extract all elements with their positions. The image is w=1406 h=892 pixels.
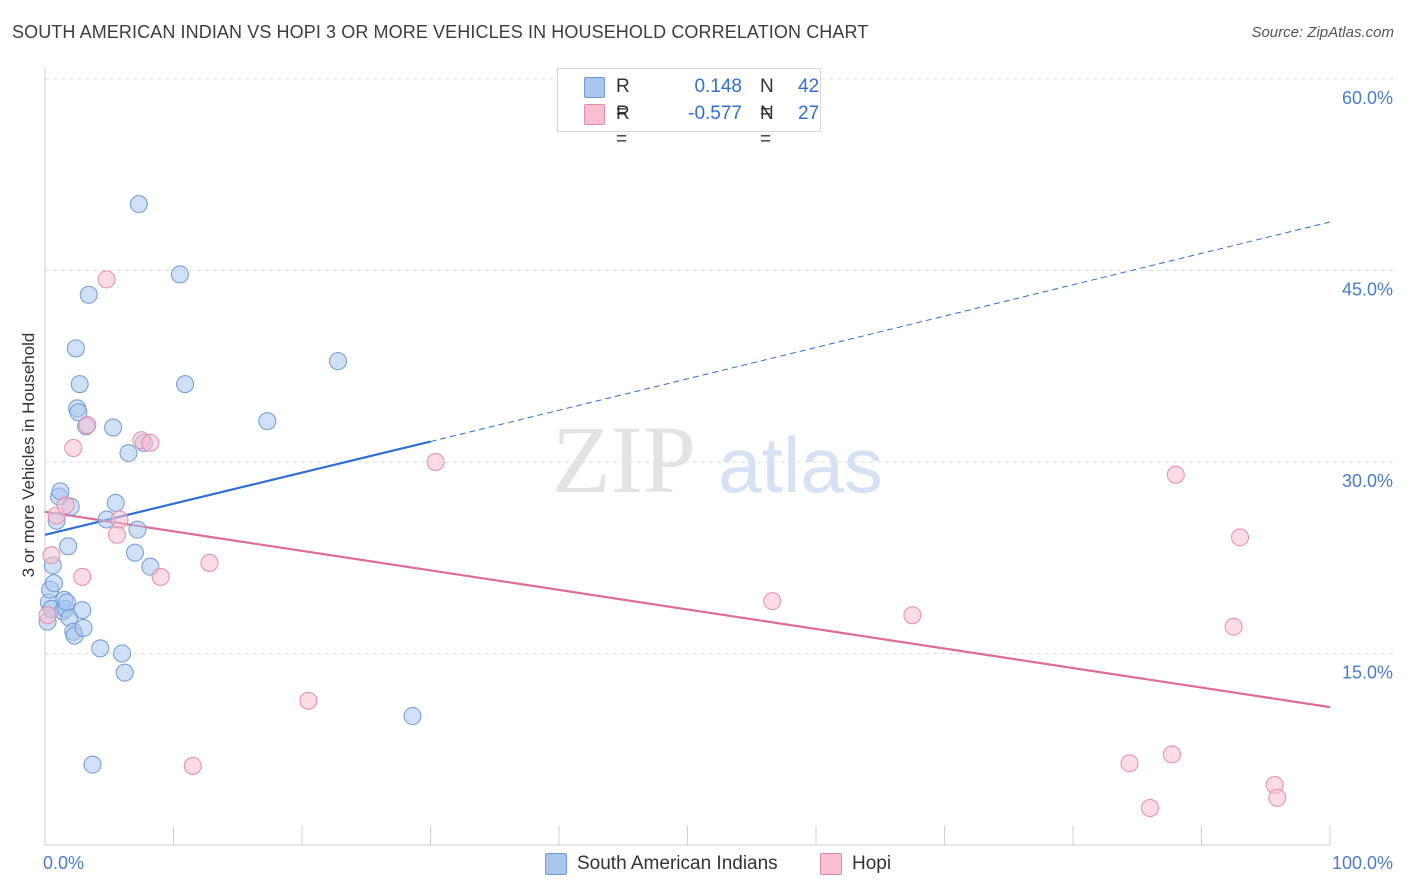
- data-point: [1120, 754, 1139, 773]
- chart-title: SOUTH AMERICAN INDIAN VS HOPI 3 OR MORE …: [12, 22, 869, 42]
- data-point: [42, 546, 61, 565]
- data-point: [200, 553, 219, 572]
- series-south-american-indians: [38, 195, 422, 774]
- data-points: [38, 195, 1287, 817]
- x-tick-label: 0.0%: [43, 853, 84, 873]
- data-point: [128, 520, 147, 539]
- data-point: [258, 412, 277, 431]
- data-point: [83, 755, 102, 774]
- data-point: [78, 415, 97, 434]
- series-swatch-blue: [545, 853, 567, 875]
- data-point: [170, 265, 189, 284]
- data-point: [176, 375, 195, 394]
- data-point: [113, 644, 132, 663]
- watermark-zip: ZIP: [552, 406, 696, 513]
- y-tick-label: 30.0%: [1342, 471, 1393, 491]
- data-point: [1268, 788, 1287, 807]
- trend-line: [44, 510, 1331, 709]
- data-point: [141, 433, 160, 452]
- data-point: [1166, 465, 1185, 484]
- data-point: [91, 639, 110, 658]
- data-point: [73, 567, 92, 586]
- axes: [44, 68, 1331, 846]
- data-point: [403, 707, 422, 726]
- n-label: N =: [760, 103, 774, 150]
- series-swatch-pink: [820, 853, 842, 875]
- data-point: [44, 574, 63, 593]
- r-value: 0.148: [694, 76, 742, 97]
- data-point: [763, 592, 782, 611]
- r-label: R =: [616, 103, 630, 150]
- data-point: [119, 444, 138, 463]
- watermark-atlas: atlas: [718, 421, 883, 509]
- data-point: [57, 593, 76, 612]
- grid-lines: [45, 78, 1395, 654]
- n-value: 27: [798, 103, 820, 124]
- data-point: [426, 453, 445, 471]
- legend-swatch-blue: [584, 77, 605, 98]
- data-point: [59, 537, 78, 556]
- data-point: [125, 543, 144, 562]
- data-point: [79, 285, 98, 304]
- data-point: [1224, 617, 1243, 636]
- series-hopi: [38, 270, 1287, 817]
- data-point: [73, 601, 92, 620]
- x-tick-labels: 0.0% 100.0%: [43, 853, 1393, 873]
- y-tick-label: 60.0%: [1342, 88, 1393, 108]
- y-tick-label: 15.0%: [1342, 663, 1393, 683]
- data-point: [151, 567, 170, 586]
- data-point: [66, 339, 85, 358]
- source-credit: Source: ZipAtlas.com: [1251, 24, 1394, 41]
- data-point: [1231, 528, 1250, 547]
- data-point: [183, 756, 202, 775]
- data-point: [1141, 798, 1160, 817]
- correlation-legend: R = 0.148 N = 42 R = -0.577 N = 27: [557, 68, 821, 150]
- data-point: [115, 663, 134, 682]
- x-tick-label: 100.0%: [1332, 853, 1393, 873]
- n-label: N =: [760, 76, 774, 123]
- y-axis-label: 3 or more Vehicles in Household: [19, 333, 38, 578]
- data-point: [56, 496, 75, 515]
- data-point: [64, 438, 83, 457]
- data-point: [328, 352, 347, 371]
- series-label: South American Indians: [577, 853, 778, 874]
- data-point: [97, 270, 116, 289]
- series-label: Hopi: [852, 853, 892, 874]
- data-point: [74, 618, 93, 637]
- data-point: [1162, 745, 1181, 764]
- data-point: [69, 403, 88, 422]
- data-point: [299, 691, 318, 710]
- data-point: [104, 418, 123, 437]
- r-label: R =: [616, 76, 630, 123]
- y-tick-label: 45.0%: [1342, 280, 1393, 300]
- r-value: -0.577: [688, 103, 742, 124]
- n-value: 42: [798, 76, 820, 97]
- data-point: [70, 375, 89, 394]
- data-point: [110, 510, 129, 529]
- data-point: [106, 493, 125, 512]
- y-tick-labels: 15.0% 30.0% 45.0% 60.0%: [1342, 88, 1393, 683]
- data-point: [903, 606, 922, 625]
- data-point: [107, 525, 126, 544]
- trend-line-extension: [430, 221, 1331, 443]
- data-point: [38, 606, 57, 625]
- legend-swatch-pink: [584, 104, 605, 125]
- data-point: [129, 195, 148, 214]
